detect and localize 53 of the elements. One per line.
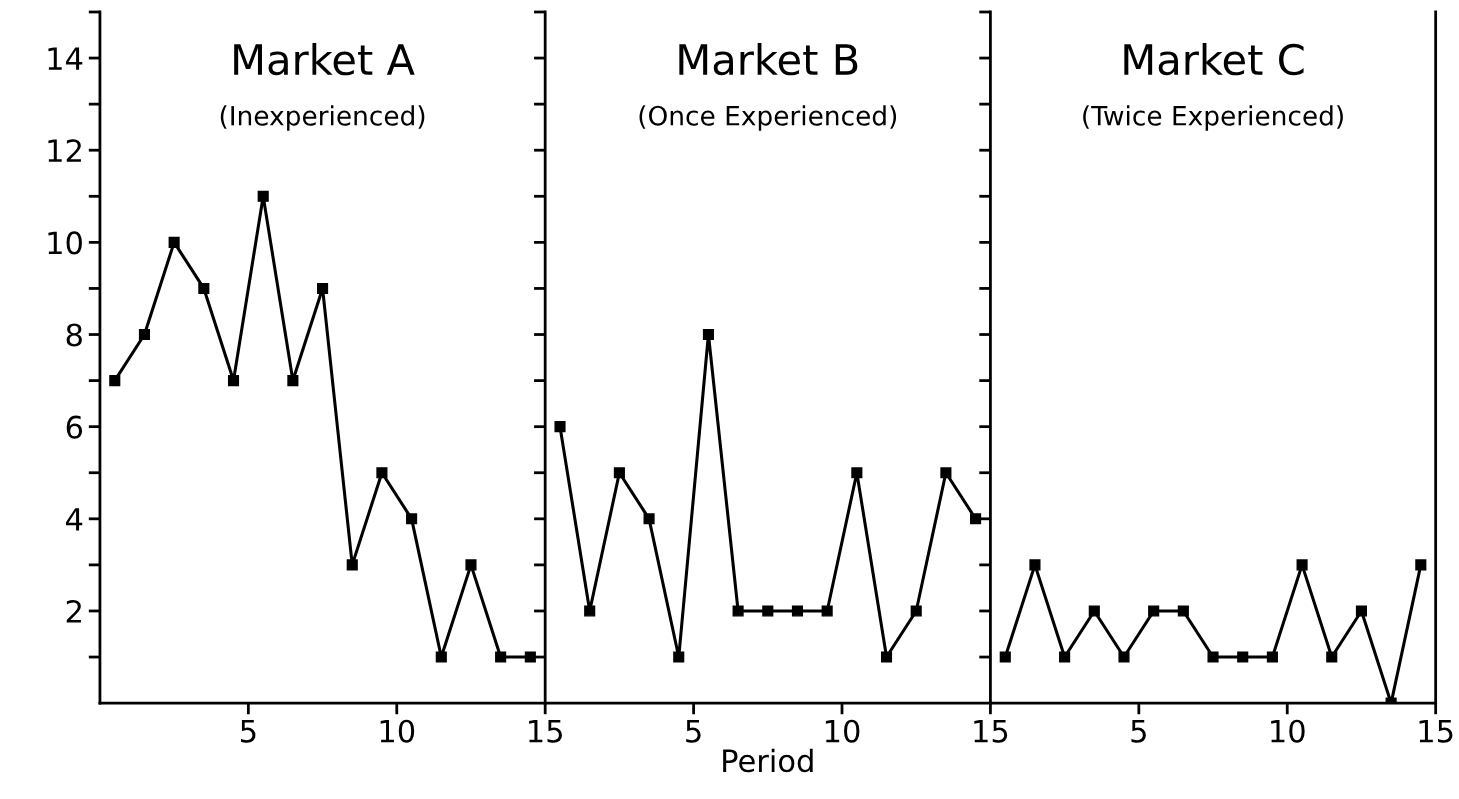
point (495, 651, 507, 663)
point (791, 605, 804, 617)
point (762, 605, 774, 617)
text: (Twice Experienced) (1083, 105, 1343, 131)
point (465, 559, 477, 571)
x-tick-label: 10 (1271, 719, 1305, 743)
point (880, 651, 893, 663)
x-tick-label: 10 (825, 719, 860, 743)
point (940, 467, 952, 479)
y-tick-label: 6 (66, 415, 83, 439)
text: (Inexperienced) (220, 105, 425, 131)
x-tick-label: 15 (974, 720, 1008, 743)
y-tick-label: 8 (66, 323, 82, 347)
point (970, 513, 982, 525)
point (643, 513, 655, 525)
point (524, 651, 536, 663)
point (376, 467, 388, 479)
point (851, 467, 863, 479)
x-tick-label: 15 (529, 720, 562, 743)
x-tick-label: 15 (1419, 720, 1453, 743)
y-tick-label: 12 (48, 139, 81, 162)
point (435, 651, 447, 663)
point (613, 467, 625, 479)
point (346, 559, 358, 571)
text: Market C (1124, 43, 1304, 76)
x-axis-title: Period (723, 748, 813, 773)
point (227, 375, 240, 387)
x-tick-label: 5 (1131, 720, 1146, 743)
point (673, 651, 685, 663)
text: Market A (234, 43, 415, 76)
point (138, 328, 151, 341)
point (732, 605, 744, 617)
x-tick-label: 5 (240, 720, 256, 743)
point (554, 421, 566, 433)
point (257, 190, 269, 202)
point (317, 282, 329, 294)
x-tick-label: 10 (380, 719, 415, 743)
point (168, 236, 180, 248)
point (406, 513, 418, 525)
y-tick-label: 14 (48, 47, 83, 70)
point (198, 282, 210, 294)
point (702, 328, 714, 341)
y-tick-label: 2 (66, 599, 81, 623)
point (910, 605, 922, 617)
point (287, 375, 299, 387)
text: (Once Experienced) (639, 105, 897, 131)
point (109, 375, 121, 387)
x-tick-label: 5 (686, 720, 701, 743)
point (821, 605, 833, 617)
point (584, 605, 596, 617)
text: Market B (679, 43, 858, 76)
y-tick-label: 10 (48, 231, 82, 255)
y-tick-label: 4 (66, 508, 83, 531)
